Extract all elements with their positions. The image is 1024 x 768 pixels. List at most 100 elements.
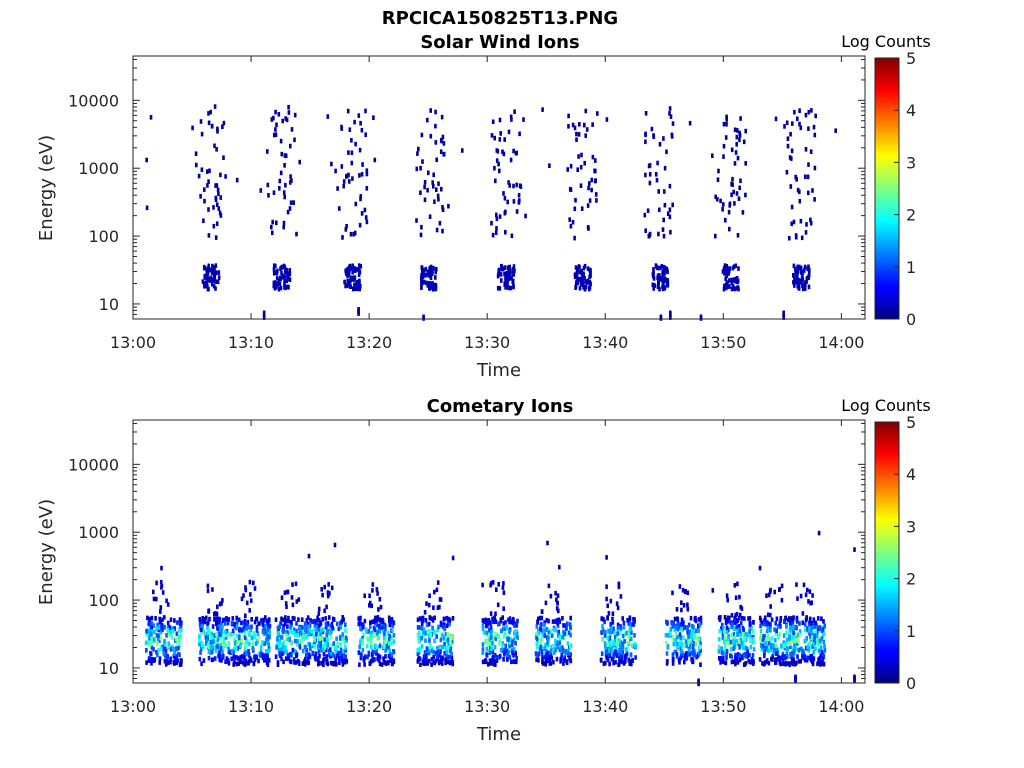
data-cell (738, 624, 741, 629)
data-cell (782, 640, 786, 645)
data-cell (485, 646, 489, 652)
data-cell (594, 158, 597, 163)
data-cell (789, 643, 792, 649)
data-cell (783, 655, 787, 661)
data-cell (656, 275, 659, 281)
data-cell (199, 194, 202, 199)
data-cell (730, 192, 733, 198)
data-cell (503, 626, 507, 631)
data-cell (300, 617, 304, 622)
data-cell (342, 179, 346, 184)
data-cell (279, 621, 282, 626)
data-cell (255, 625, 259, 630)
data-cell (557, 644, 560, 650)
data-cell (359, 196, 362, 202)
data-cell (197, 173, 201, 179)
data-cell (657, 231, 660, 237)
data-cell (605, 655, 608, 660)
data-cell (522, 117, 525, 122)
data-cell (360, 653, 363, 658)
data-cell (204, 635, 208, 640)
data-cell (631, 622, 634, 627)
data-cell (209, 109, 212, 115)
data-cell (508, 271, 512, 276)
data-cell (579, 183, 583, 188)
data-cell (425, 280, 428, 286)
data-cell (179, 634, 183, 639)
data-cell (733, 635, 736, 641)
data-cell (335, 621, 339, 627)
data-cell (622, 661, 626, 666)
data-cell (768, 637, 772, 642)
data-cell (734, 613, 737, 618)
data-cell (390, 635, 393, 641)
data-cell (680, 600, 683, 605)
data-cell (375, 644, 379, 650)
data-cell (430, 656, 434, 662)
data-cell (506, 265, 509, 270)
data-cell (266, 653, 269, 658)
data-cell (585, 127, 589, 132)
data-cell (427, 170, 430, 176)
data-cell (305, 647, 308, 653)
data-cell (489, 582, 492, 588)
data-cell (367, 635, 371, 641)
data-cell (798, 264, 801, 270)
data-cell (486, 642, 489, 647)
data-cell (218, 629, 221, 634)
data-cell (741, 632, 745, 637)
data-cell (280, 616, 283, 622)
data-cell (721, 651, 724, 656)
data-cell (760, 620, 763, 626)
data-cell (291, 647, 295, 653)
data-cell (631, 658, 634, 663)
data-cell (606, 635, 609, 640)
data-cell (717, 615, 721, 621)
data-cell (775, 616, 779, 622)
data-cell (668, 111, 671, 116)
data-cell (481, 618, 485, 623)
data-cell (799, 280, 803, 285)
data-cell (263, 658, 266, 663)
data-cell (606, 616, 609, 621)
data-cell (209, 645, 212, 650)
data-cell (514, 659, 518, 665)
data-cell (450, 655, 454, 660)
data-cell (653, 283, 656, 288)
data-cell (279, 276, 282, 282)
data-cell (489, 661, 493, 666)
data-cell (316, 615, 319, 620)
data-cell (724, 135, 728, 140)
data-cell (157, 633, 160, 639)
data-cell (444, 657, 447, 662)
data-cell (724, 660, 728, 666)
data-cell (420, 644, 424, 649)
data-cell (155, 596, 158, 602)
colorbar-tick-label: 5 (906, 49, 916, 68)
data-cell (763, 653, 766, 659)
data-cell (358, 267, 361, 273)
data-cell (698, 650, 701, 656)
data-cell (501, 149, 504, 155)
data-cell (619, 630, 622, 636)
data-cell (508, 629, 511, 635)
data-cell (293, 660, 296, 665)
data-cell (213, 272, 216, 277)
data-cell (593, 178, 597, 184)
data-cell (789, 625, 792, 630)
data-cell (518, 131, 521, 137)
data-cell (495, 655, 499, 660)
data-cell (206, 283, 209, 289)
data-cell (341, 662, 345, 667)
data-cell (808, 622, 811, 627)
data-cell (515, 631, 519, 637)
data-cell (600, 630, 603, 635)
data-cell (481, 642, 485, 647)
data-cell (275, 645, 278, 650)
data-cell (337, 650, 340, 656)
data-cell (821, 656, 824, 662)
data-cell (242, 593, 245, 598)
data-cell (508, 618, 512, 624)
data-cell (541, 646, 545, 651)
